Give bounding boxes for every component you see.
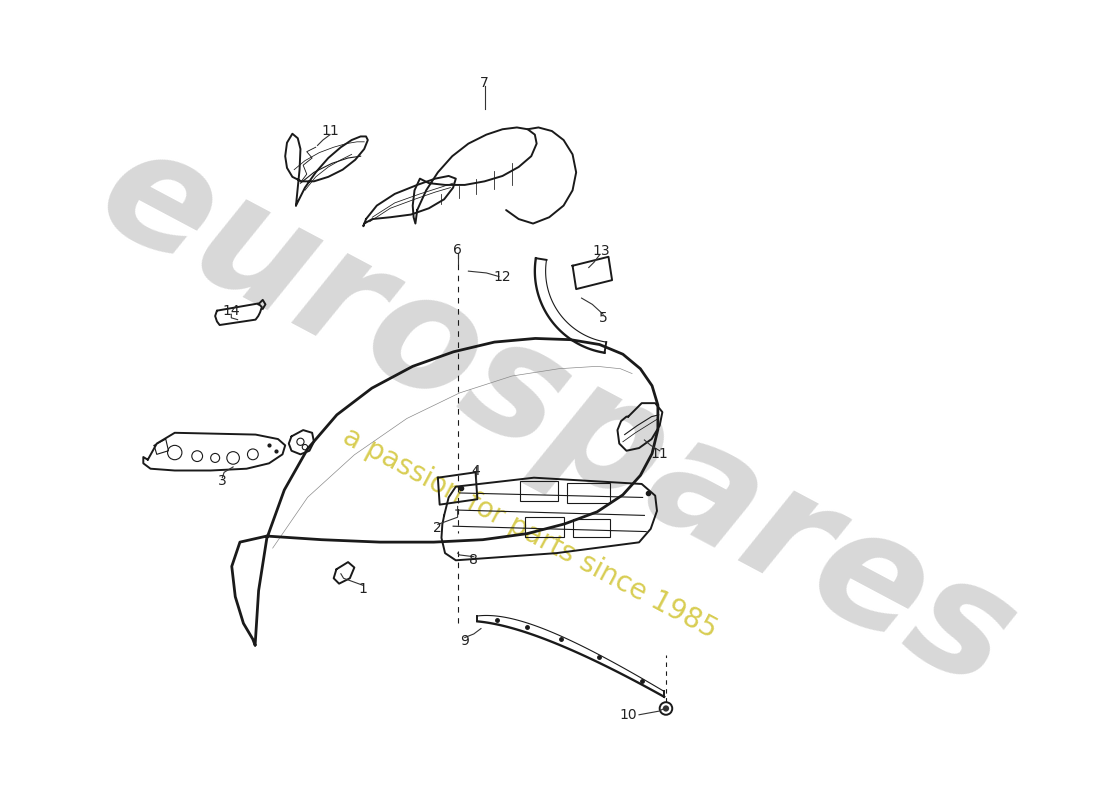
Text: 1: 1 xyxy=(359,582,367,596)
Text: 14: 14 xyxy=(222,304,240,318)
Text: eurospares: eurospares xyxy=(74,111,1038,722)
Text: 11: 11 xyxy=(321,124,339,138)
Text: 9: 9 xyxy=(461,634,470,648)
Text: a passion for parts since 1985: a passion for parts since 1985 xyxy=(338,422,722,644)
Text: 4: 4 xyxy=(471,463,480,478)
Circle shape xyxy=(663,706,669,712)
Text: 3: 3 xyxy=(218,474,227,488)
Text: 6: 6 xyxy=(453,242,462,257)
Text: 11: 11 xyxy=(651,447,669,462)
Text: 10: 10 xyxy=(619,708,637,722)
Text: 13: 13 xyxy=(593,244,611,258)
Text: 7: 7 xyxy=(481,75,488,90)
Text: 5: 5 xyxy=(598,311,607,325)
Text: 12: 12 xyxy=(494,270,512,283)
Text: 2: 2 xyxy=(433,521,442,535)
Text: 8: 8 xyxy=(470,554,478,567)
